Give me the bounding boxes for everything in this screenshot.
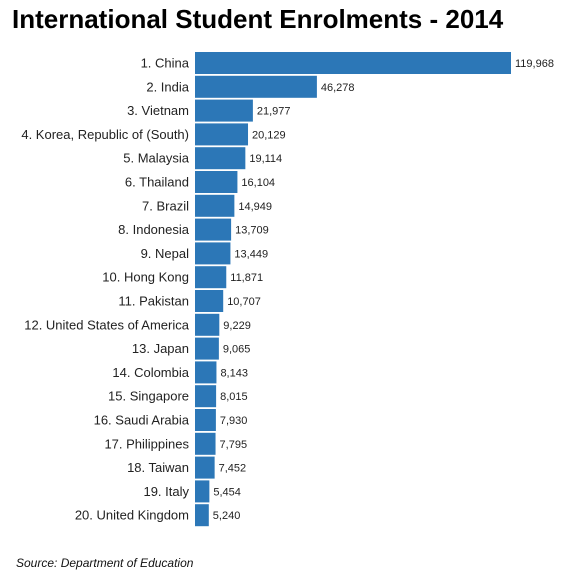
value-label: 20,129 [252,129,286,141]
value-label: 16,104 [241,177,275,189]
bar [195,218,232,241]
source-note: Source: Department of Education [16,556,194,570]
bars-group [195,52,511,527]
value-label: 21,977 [257,106,291,118]
bar [195,409,216,431]
bar [195,361,217,384]
bar [195,194,235,217]
bar [195,337,219,360]
category-label: 16. Saudi Arabia [94,413,190,428]
category-label: 20. United Kingdom [75,508,189,523]
bar [195,456,215,479]
value-label: 8,143 [220,367,248,379]
value-labels: 119,968 46,278 21,977 20,129 19,114 16,104 14,… [213,58,554,522]
bar [195,75,317,98]
value-label: 5,454 [213,486,241,498]
category-label: 12. United States of America [24,317,190,332]
category-label: 19. Italy [143,484,189,499]
bar [195,242,231,265]
category-label: 7. Brazil [142,198,189,213]
category-label: 9. Nepal [141,246,190,261]
category-label: 13. Japan [132,341,189,356]
value-label: 119,968 [515,58,554,70]
category-label: 15. Singapore [108,389,189,404]
bar [195,171,238,193]
category-label: 5. Malaysia [123,151,190,166]
bar [195,266,227,289]
value-label: 7,452 [219,463,247,475]
value-label: 13,449 [234,248,268,260]
value-label: 10,707 [227,296,261,308]
bar [195,99,253,122]
value-label: 9,229 [223,320,251,332]
bar [195,52,511,74]
value-label: 5,240 [213,510,241,522]
category-label: 3. Vietnam [127,103,189,118]
value-label: 13,709 [235,225,269,237]
bar [195,504,209,527]
category-label: 4. Korea, Republic of (South) [21,127,189,142]
category-label: 11. Pakistan [118,294,189,309]
category-labels: 1. China 2. India 3. Vietnam 4. Korea, Repu… [21,56,189,523]
bar [195,123,249,146]
value-label: 14,949 [238,201,272,213]
category-label: 8. Indonesia [118,222,190,237]
category-label: 18. Taiwan [127,460,189,475]
chart-title: International Student Enrolments - 2014 [12,4,504,34]
category-label: 6. Thailand [125,175,189,190]
bar [195,290,224,312]
bar [195,432,216,455]
bar [195,313,220,336]
bar [195,147,246,170]
bar [195,480,210,503]
category-label: 17. Philippines [104,436,189,451]
value-label: 11,871 [230,272,263,284]
value-label: 9,065 [223,344,251,356]
category-label: 2. India [146,79,189,94]
value-label: 46,278 [321,82,355,94]
category-label: 10. Hong Kong [102,270,189,285]
value-label: 8,015 [220,391,248,403]
category-label: 1. China [141,56,190,71]
category-label: 14. Colombia [112,365,189,380]
value-label: 7,795 [220,439,248,451]
value-label: 19,114 [249,153,282,165]
bar [195,385,217,408]
value-label: 7,930 [220,415,248,427]
